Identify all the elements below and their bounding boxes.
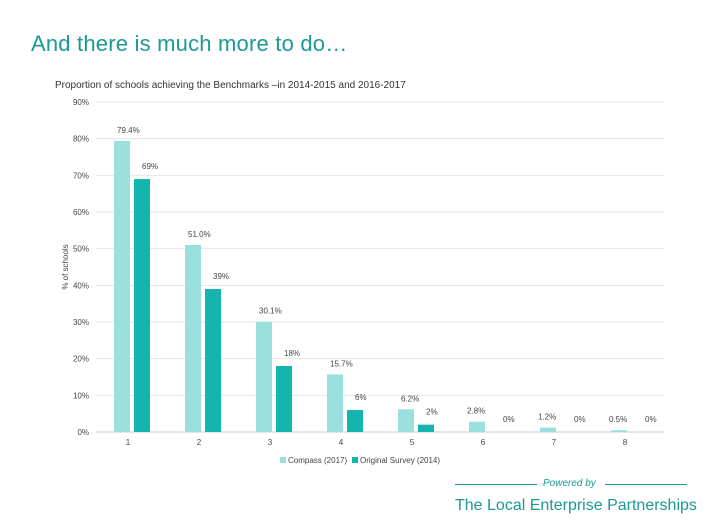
data-label: 18% [284, 349, 300, 358]
y-tick-label: 30% [73, 318, 89, 327]
x-tick-label: 6 [481, 438, 486, 447]
data-label: 69% [142, 162, 158, 171]
gridlines [96, 101, 664, 433]
legend-entry: Original Survey (2014) [360, 456, 440, 465]
y-axis-label: % of schools [61, 244, 70, 289]
data-label: 51.0% [188, 230, 211, 239]
bar-original-5 [418, 424, 434, 432]
bars [114, 140, 627, 432]
y-tick-label: 10% [73, 391, 89, 400]
y-tick-label: 70% [73, 171, 89, 180]
brand-name: The Local Enterprise Partnerships [455, 497, 697, 514]
powered-by-text: Powered by [543, 478, 596, 489]
bar-compass-4 [327, 374, 343, 432]
y-tick-label: 40% [73, 281, 89, 290]
data-label: 0% [503, 415, 515, 424]
data-label: 0% [645, 415, 657, 424]
footer-divider-left [455, 484, 537, 485]
data-labels: 79.4% 69% 51.0% 39% 30.1% 18% 15.7% 6% 6.2% 2% 2.8… [117, 126, 657, 424]
data-label: 79.4% [117, 126, 140, 135]
bar-compass-7 [540, 427, 556, 432]
bar-original-2 [205, 289, 221, 432]
x-tick-label: 4 [339, 438, 344, 447]
y-tick-label: 80% [73, 135, 89, 144]
bar-compass-5 [398, 409, 414, 432]
data-label: 6% [355, 393, 367, 402]
bar-original-3 [276, 366, 292, 432]
footer-divider-right [605, 484, 687, 485]
x-tick-label: 7 [552, 438, 557, 447]
data-label: 6.2% [401, 394, 419, 403]
data-label: 2.8% [467, 407, 485, 416]
y-tick-label: 20% [73, 355, 89, 364]
legend-swatch [352, 457, 358, 463]
bar-compass-2 [185, 245, 201, 432]
bar-compass-1 [114, 140, 130, 432]
bar-compass-8 [611, 430, 627, 432]
x-tick-label: 5 [410, 438, 415, 447]
y-tick-label: 60% [73, 208, 89, 217]
legend-swatch [280, 457, 286, 463]
y-tick-label: 50% [73, 245, 89, 254]
data-label: 2% [426, 408, 438, 417]
chart-title: Proportion of schools achieving the Benc… [55, 80, 406, 91]
y-tick-label: 90% [73, 98, 89, 107]
legend: Compass (2017) Original Survey (2014) [280, 456, 440, 465]
slide-title: And there is much more to do… [31, 31, 348, 56]
data-label: 15.7% [330, 359, 353, 368]
data-label: 0.5% [609, 415, 627, 424]
bar-compass-3 [256, 321, 272, 432]
bar-original-4 [347, 410, 363, 432]
bar-compass-6 [469, 421, 485, 432]
y-axis-ticks: 0% 10% 20% 30% 40% 50% 60% 70% 80% 90% [73, 98, 89, 437]
data-label: 39% [213, 272, 229, 281]
data-label: 0% [574, 415, 586, 424]
legend-entry: Compass (2017) [288, 456, 347, 465]
y-tick-label: 0% [77, 428, 89, 437]
bar-original-1 [134, 179, 150, 432]
x-axis-ticks: 1 2 3 4 5 6 7 8 [126, 438, 628, 447]
data-label: 1.2% [538, 413, 556, 422]
x-tick-label: 1 [126, 438, 131, 447]
data-label: 30.1% [259, 307, 282, 316]
x-tick-label: 2 [197, 438, 202, 447]
x-tick-label: 3 [268, 438, 273, 447]
x-tick-label: 8 [623, 438, 628, 447]
